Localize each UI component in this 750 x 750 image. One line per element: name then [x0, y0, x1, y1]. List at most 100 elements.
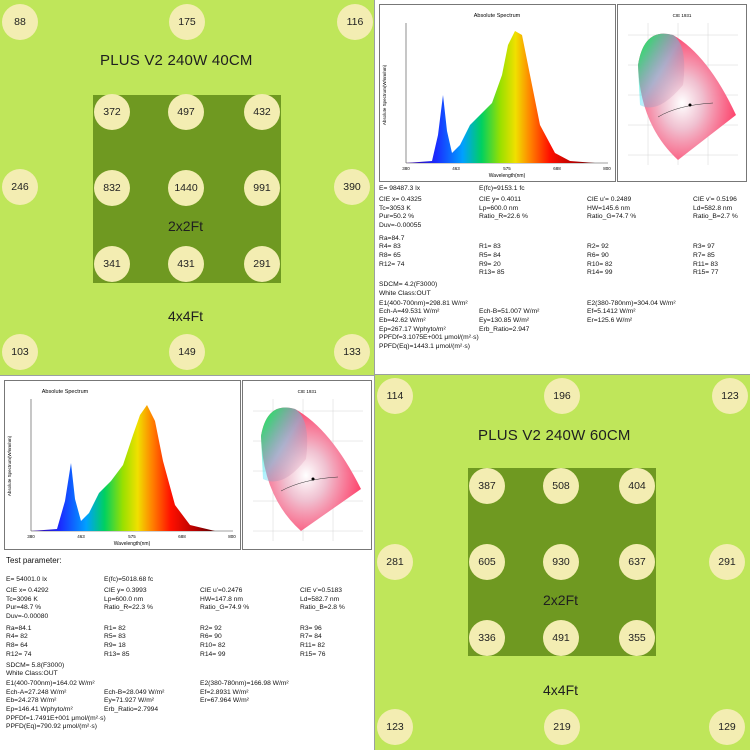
- param-value: R4= 83: [379, 243, 401, 251]
- param-value: PPFD(Eq)=790.92 μmol/(m²·s): [6, 723, 97, 731]
- inner-area-label: 2x2Ft: [168, 218, 204, 234]
- ppfd-reading: 291: [709, 544, 745, 580]
- ppfd-reading: 508: [543, 468, 579, 504]
- param-value: HW=147.8 nm: [200, 595, 243, 603]
- param-value: Ef=2.8931 W/m²: [200, 688, 249, 696]
- ppfd-reading: 123: [712, 378, 748, 414]
- ppfd-reading: 133: [334, 334, 370, 370]
- param-value: Erb_Ratio=2.947: [479, 325, 530, 333]
- param-value: SDCM= 5.8(F3000): [6, 661, 65, 669]
- ppfd-reading: 103: [2, 334, 38, 370]
- ppfd-reading: 219: [544, 709, 580, 745]
- ppfd-reading: 116: [337, 4, 373, 40]
- param-value: R12= 74: [6, 650, 32, 658]
- param-value: Erb_Ratio=2.7994: [104, 706, 159, 713]
- ppfd-reading: 1440: [168, 170, 204, 206]
- param-value: Ratio_B=2.8 %: [300, 604, 345, 612]
- ppfd-reading: 991: [244, 170, 280, 206]
- param-value: Tc=3096 K: [6, 595, 38, 603]
- param-value: CIE y= 0.4011: [479, 196, 522, 203]
- x-tick: 380: [27, 534, 35, 539]
- ppfd-reading: 497: [168, 94, 204, 130]
- param-value: CIE y= 0.3993: [104, 587, 147, 594]
- ppfd-reading: 336: [469, 620, 505, 656]
- ppfd-reading: 196: [544, 378, 580, 414]
- ppfd-reading: 88: [2, 4, 38, 40]
- param-value: Pur=48.7 %: [6, 604, 42, 612]
- param-value: E1(400-700nm)=298.81 W/m²: [379, 299, 468, 307]
- param-value: R5= 83: [104, 633, 126, 641]
- ppfd-reading: 372: [94, 94, 130, 130]
- y-axis-label: Absolute Spectrum(W/nm/nm): [7, 435, 12, 496]
- param-value: R7= 85: [693, 252, 715, 259]
- x-axis-label: Wavelength(nm): [114, 541, 151, 547]
- par-map-40cm: PLUS V2 240W 40CM 2x2Ft 4x4Ft 88 175 116…: [0, 0, 375, 375]
- ppfd-reading: 114: [377, 378, 413, 414]
- ppfd-reading: 281: [377, 544, 413, 580]
- param-value: R14= 99: [587, 269, 613, 277]
- param-value: Ep=146.41 Wphyto/m²: [6, 706, 73, 713]
- x-tick: 380: [402, 166, 410, 171]
- cie-panel: CIE 1931: [617, 4, 747, 182]
- param-value: SDCM= 4.2(F3000): [379, 281, 438, 289]
- x-tick: 575: [503, 166, 511, 171]
- param-value: Er=125.6 W/m²: [587, 317, 633, 324]
- param-value: R8= 65: [379, 252, 401, 259]
- param-value: R9= 20: [479, 260, 501, 268]
- param-value: Ratio_R=22.3 %: [104, 604, 153, 612]
- param-value: E(fc)=5018.68 fc: [104, 576, 154, 583]
- param-value: R9= 18: [104, 642, 126, 649]
- ppfd-reading: 390: [334, 169, 370, 205]
- par-map-60cm: PLUS V2 240W 60CM 2x2Ft 4x4Ft 114 196 12…: [375, 375, 750, 750]
- ppfd-reading: 246: [2, 169, 38, 205]
- param-value: Ld=582.8 nm: [693, 204, 733, 212]
- ppfd-reading: 404: [619, 468, 655, 504]
- param-value: R1= 83: [479, 243, 501, 251]
- param-value: R11= 83: [693, 260, 718, 268]
- param-value: E2(380-780nm)=304.04 W/m²: [587, 299, 676, 307]
- param-value: R3= 97: [693, 243, 715, 251]
- param-value: E= 98487.3 lx: [379, 185, 421, 192]
- param-value: E(fc)=9153.1 fc: [479, 185, 525, 192]
- param-value: Ech-B=28.049 W/m²: [104, 688, 165, 696]
- param-value: R10= 82: [200, 642, 226, 649]
- param-value: R2= 92: [587, 243, 609, 251]
- ppfd-reading: 149: [169, 334, 205, 370]
- param-value: White Class:OUT: [6, 670, 58, 678]
- param-value: CIE v'= 0.5196: [693, 196, 737, 203]
- param-value: R5= 84: [479, 252, 501, 259]
- param-value: Ratio_G=74.7 %: [587, 213, 637, 221]
- ppfd-reading: 341: [94, 246, 130, 282]
- ppfd-reading: 123: [377, 709, 413, 745]
- param-value: R7= 84: [300, 633, 322, 641]
- param-value: CIE u'=0.2476: [200, 587, 243, 594]
- spectrum-curve: [406, 31, 595, 163]
- cie-title: CIE 1931: [298, 389, 317, 394]
- map-title: PLUS V2 240W 40CM: [100, 52, 253, 69]
- ppfd-reading: 129: [709, 709, 745, 745]
- param-value: Ratio_B=2.7 %: [693, 213, 738, 221]
- param-value: R10= 82: [587, 260, 613, 268]
- ppfd-reading: 832: [94, 170, 130, 206]
- param-value: Ld=582.7 nm: [300, 595, 340, 603]
- y-axis-label: Absolute Spectrum(W/nm/nm): [382, 64, 387, 125]
- inner-area-label: 2x2Ft: [543, 592, 579, 608]
- ppfd-reading: 605: [469, 544, 505, 580]
- param-value: Eb=42.62 W/m²: [379, 317, 426, 324]
- x-tick: 575: [128, 534, 136, 539]
- x-tick: 800: [603, 166, 611, 171]
- ppfd-reading: 432: [244, 94, 280, 130]
- param-value: Eb=24.278 W/m²: [6, 697, 57, 705]
- param-value: E2(380-780nm)=166.98 W/m²: [200, 680, 289, 688]
- x-tick: 800: [228, 534, 236, 539]
- x-tick: 463: [452, 166, 460, 171]
- cie-title: CIE 1931: [673, 13, 692, 18]
- param-value: R8= 64: [6, 642, 28, 649]
- spectrum-report-40cm: Absolute Spectrum Absolute Spectrum(W/nm…: [375, 0, 750, 375]
- spectrum-curve: [31, 405, 215, 531]
- param-value: Ratio_G=74.9 %: [200, 604, 250, 612]
- spectrum-panel: Absolute Spectrum Absolute Spectrum(W/nm…: [4, 380, 241, 550]
- chromaticity-point: [688, 103, 692, 107]
- param-value: E1(400-700nm)=164.02 W/m²: [6, 680, 95, 688]
- spectrum-title: Absolute Spectrum: [474, 13, 521, 19]
